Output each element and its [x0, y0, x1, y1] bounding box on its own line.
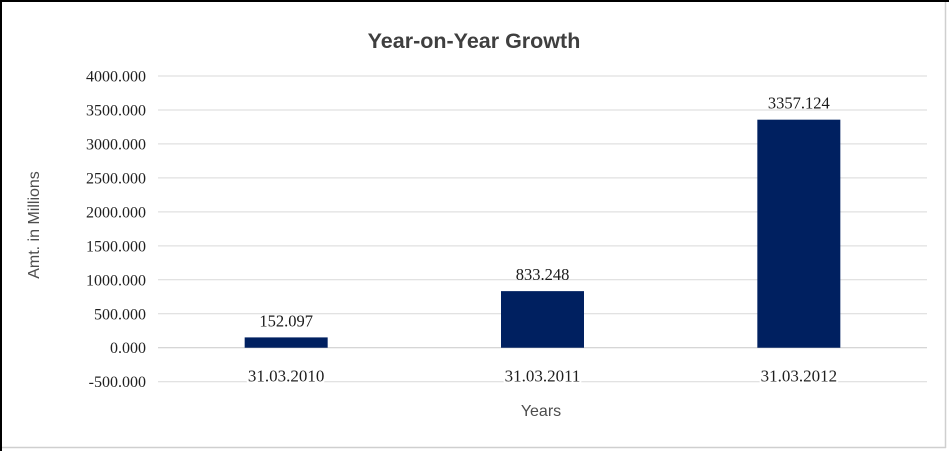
- bars-layer: [244, 119, 841, 348]
- y-tick-label: 500.000: [94, 306, 146, 323]
- y-tick-label: 4000.000: [86, 69, 146, 86]
- labels-layer: -500.000 0.000 500.000 1000.000 1500.000 2000…: [86, 69, 839, 392]
- chart-title: Year-on-Year Growth: [368, 29, 581, 53]
- y-tick-label: 1000.000: [86, 272, 146, 289]
- y-tick-label: 3500.000: [86, 102, 146, 119]
- bar-31.03.2011: [501, 291, 584, 348]
- y-tick-label: 2500.000: [86, 170, 146, 187]
- x-axis-title: Years: [521, 403, 561, 420]
- y-tick-label: 3000.000: [86, 136, 146, 153]
- y-axis-title: Amt. in Millions: [26, 171, 43, 279]
- bar-31.03.2010: [244, 337, 328, 348]
- y-tick-label: 2000.000: [86, 204, 146, 221]
- bar-31.03.2012: [757, 119, 841, 348]
- y-tick-label: -500.000: [89, 374, 146, 391]
- bar-data-label: 3357.124: [768, 94, 830, 113]
- x-category-label: 31.03.2010: [248, 367, 325, 386]
- bar-data-label: 152.097: [259, 311, 313, 330]
- x-category-label: 31.03.2011: [505, 367, 581, 386]
- y-tick-label: 0.000: [110, 340, 146, 357]
- x-category-label: 31.03.2012: [761, 367, 838, 386]
- bar-data-label: 833.248: [516, 265, 570, 284]
- y-tick-label: 1500.000: [86, 238, 146, 255]
